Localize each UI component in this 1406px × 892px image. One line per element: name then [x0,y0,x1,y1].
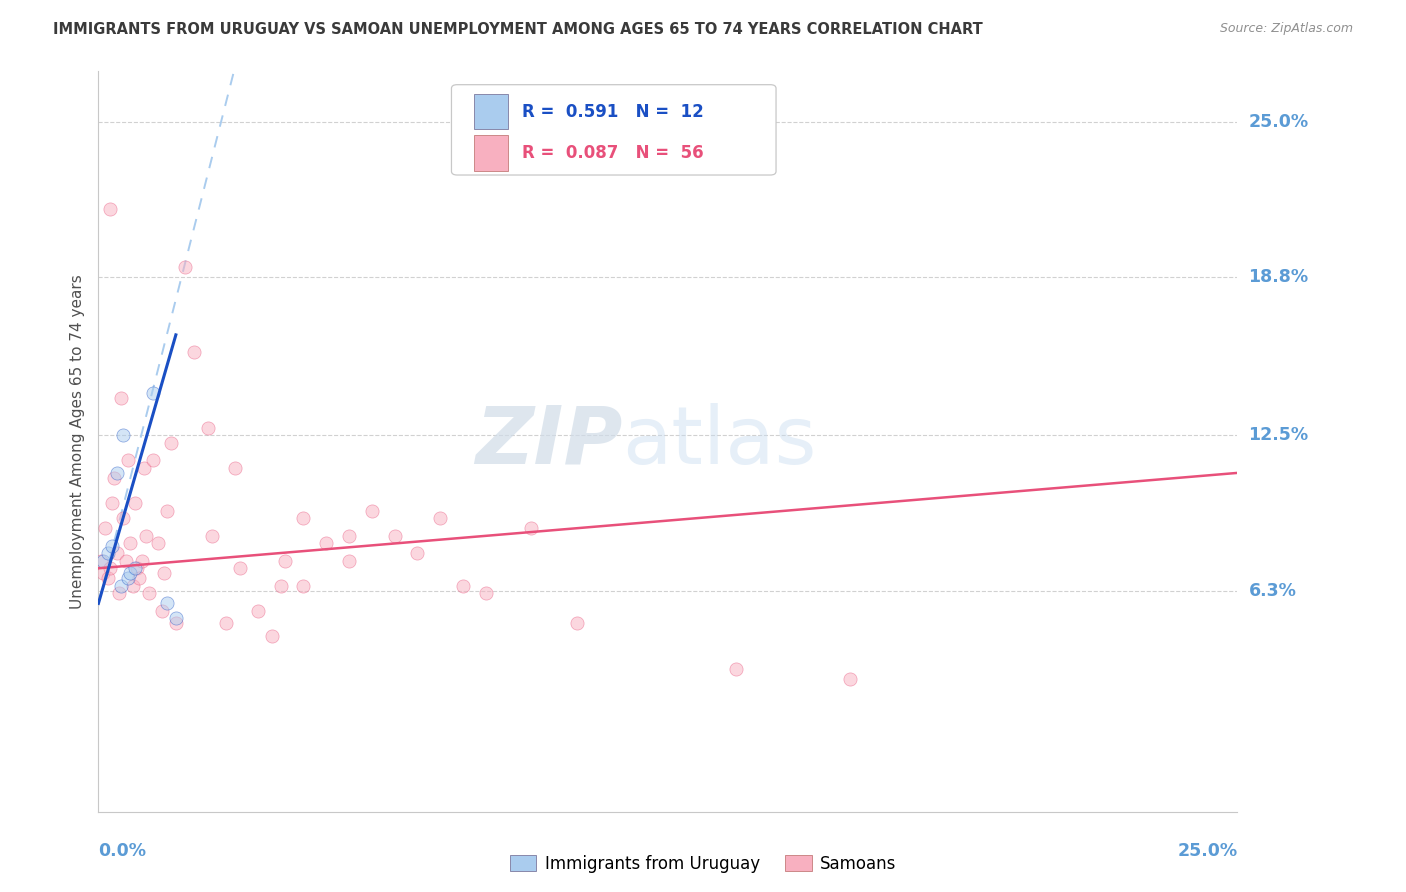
Point [174,260,197,274]
Text: 6.3%: 6.3% [1249,582,1296,599]
Point [132,461,155,475]
Point [197,421,219,435]
Point [120,536,142,550]
Point [520,521,543,535]
Text: 25.0%: 25.0% [1249,112,1309,130]
Point [142,453,165,467]
Point [114,554,136,568]
Point [146,536,169,550]
Point [103,471,125,485]
Point [474,586,496,600]
Point [165,616,187,631]
Point [360,503,382,517]
Point [127,561,149,575]
Point [201,529,224,543]
Point [121,579,143,593]
Point [96,546,118,560]
Point [215,616,238,631]
Point [110,579,132,593]
Point [94,521,117,535]
Text: 0.0%: 0.0% [98,842,146,860]
Point [112,428,135,442]
Point [105,466,128,480]
Text: atlas: atlas [623,402,817,481]
Point [270,579,292,593]
Text: 25.0%: 25.0% [1177,842,1237,860]
Point [128,571,150,585]
Point [260,629,283,643]
Point [112,511,135,525]
Point [138,586,160,600]
Point [384,529,406,543]
Point [565,616,588,631]
Point [96,571,118,585]
Point [117,571,139,585]
FancyBboxPatch shape [474,136,509,171]
Point [228,561,250,575]
Point [160,435,183,450]
Point [117,453,139,467]
Y-axis label: Unemployment Among Ages 65 to 74 years: Unemployment Among Ages 65 to 74 years [69,274,84,609]
Text: 12.5%: 12.5% [1249,426,1309,444]
Point [183,345,205,359]
Point [131,554,153,568]
Point [90,554,112,568]
Text: Source: ZipAtlas.com: Source: ZipAtlas.com [1219,22,1353,36]
Point [101,496,124,510]
Point [274,554,297,568]
Point [153,566,176,581]
Point [315,536,337,550]
Text: IMMIGRANTS FROM URUGUAY VS SAMOAN UNEMPLOYMENT AMONG AGES 65 TO 74 YEARS CORRELA: IMMIGRANTS FROM URUGUAY VS SAMOAN UNEMPL… [53,22,983,37]
FancyBboxPatch shape [451,85,776,175]
Point [101,539,124,553]
Point [91,566,114,581]
Point [135,529,157,543]
Point [110,391,132,405]
Point [429,511,451,525]
Point [156,503,179,517]
Point [98,202,121,217]
Point [124,561,146,575]
Text: R =  0.591   N =  12: R = 0.591 N = 12 [522,103,704,120]
Legend: Immigrants from Uruguay, Samoans: Immigrants from Uruguay, Samoans [503,848,903,880]
Text: 18.8%: 18.8% [1249,268,1309,286]
Point [165,611,187,625]
Point [725,662,748,676]
Point [105,546,128,560]
Text: R =  0.087   N =  56: R = 0.087 N = 56 [522,145,703,162]
Point [91,554,114,568]
Text: ZIP: ZIP [475,402,623,481]
Point [98,561,121,575]
FancyBboxPatch shape [474,94,509,129]
Point [839,672,862,686]
Point [108,586,131,600]
Point [124,496,146,510]
Point [337,529,360,543]
Point [292,579,315,593]
Point [292,511,315,525]
Point [451,579,474,593]
Point [224,461,246,475]
Point [150,604,173,618]
Point [120,566,142,581]
Point [142,385,165,400]
Point [406,546,429,560]
Point [337,554,360,568]
Point [246,604,269,618]
Point [156,596,179,610]
